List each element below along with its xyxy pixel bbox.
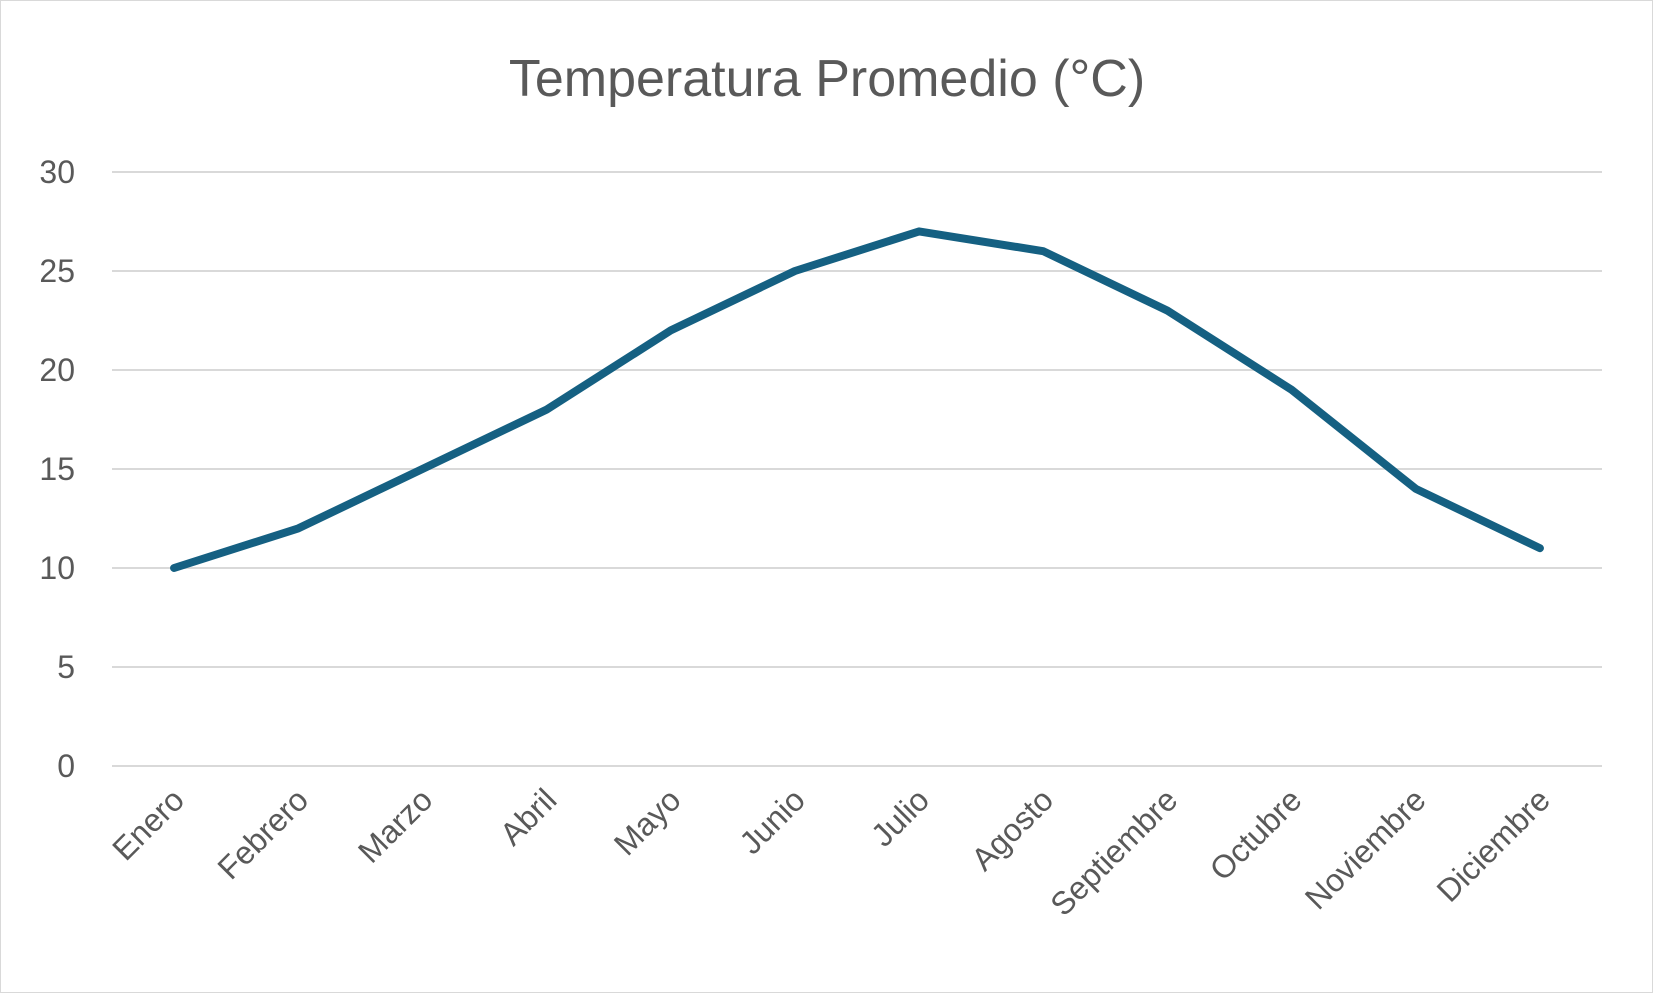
x-tick-label-julio: Julio xyxy=(864,781,936,853)
y-tick-label: 5 xyxy=(57,649,75,685)
y-tick-label: 20 xyxy=(39,352,75,388)
x-tick-label-marzo: Marzo xyxy=(351,781,439,869)
series-group xyxy=(174,231,1540,568)
x-tick-label-agosto: Agosto xyxy=(964,781,1060,877)
x-tick-label-octubre: Octubre xyxy=(1203,781,1309,887)
x-tick-label-diciembre: Diciembre xyxy=(1430,781,1557,908)
gridlines xyxy=(112,172,1602,766)
x-tick-label-mayo: Mayo xyxy=(607,781,688,862)
x-tick-label-febrero: Febrero xyxy=(211,781,316,886)
y-axis-ticks: 0 5 10 15 20 25 30 xyxy=(39,154,75,784)
x-tick-label-junio: Junio xyxy=(732,781,812,861)
y-tick-label: 0 xyxy=(57,748,75,784)
series-line xyxy=(174,231,1540,568)
y-tick-label: 25 xyxy=(39,253,75,289)
x-tick-label-noviembre: Noviembre xyxy=(1298,781,1433,916)
x-tick-label-septiembre: Septiembre xyxy=(1043,781,1184,922)
y-tick-label: 15 xyxy=(39,451,75,487)
y-tick-label: 10 xyxy=(39,550,75,586)
y-tick-label: 30 xyxy=(39,154,75,190)
x-tick-label-enero: Enero xyxy=(105,781,191,867)
x-tick-label-abril: Abril xyxy=(493,781,564,852)
chart-title: Temperatura Promedio (°C) xyxy=(509,50,1145,108)
